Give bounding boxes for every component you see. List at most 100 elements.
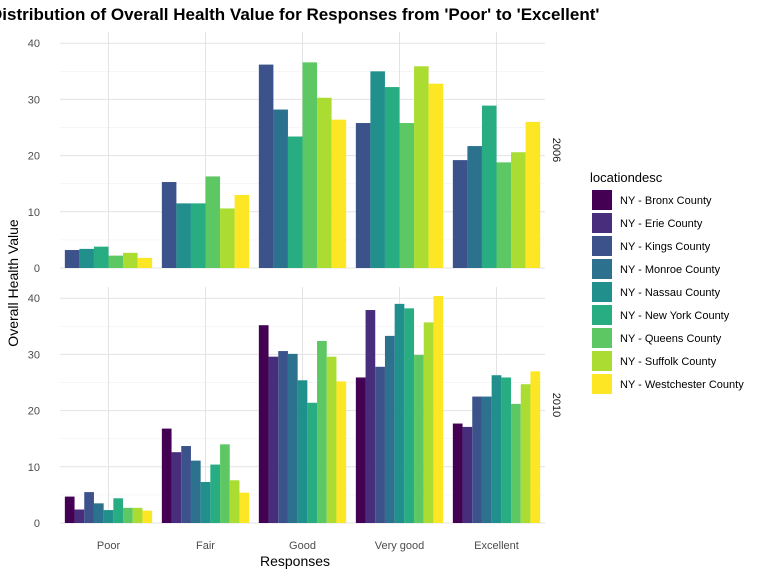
legend-item: NY - Westchester County (592, 374, 744, 394)
bar-2006-fair-suffolk-county (220, 208, 235, 268)
bar-2010-excellent-kings-county (472, 396, 482, 523)
bar-2006-good-new-york-county (287, 136, 303, 268)
bar-2010-excellent-queens-county (511, 403, 521, 523)
legend-swatch (592, 374, 612, 394)
bar-2006-very-good-queens-county (399, 123, 415, 269)
bar-2010-good-monroe-county (287, 353, 298, 523)
legend-item: NY - Erie County (592, 213, 703, 233)
bar-2010-very-good-kings-county (375, 366, 385, 523)
bar-2010-poor-queens-county (123, 507, 133, 523)
bar-2006-fair-westchester-county (234, 194, 250, 268)
bar-2010-very-good-erie-county (365, 310, 376, 523)
bar-2010-good-westchester-county (336, 381, 347, 523)
bar-2006-very-good-new-york-county (384, 87, 400, 268)
legend-item: NY - Suffolk County (592, 351, 717, 371)
bar-2010-very-good-queens-county (414, 354, 424, 523)
bar-2010-poor-kings-county (84, 492, 94, 523)
bar-2006-poor-kings-county (64, 250, 80, 268)
bar-2010-excellent-new-york-county (501, 377, 512, 523)
bar-2010-good-kings-county (278, 351, 288, 523)
x-tick-label: Excellent (474, 540, 519, 552)
bar-2006-fair-new-york-county (190, 203, 206, 268)
y-tick-label: 0 (34, 263, 40, 275)
x-axis-ticks: Poor Fair Good Very good Excellent (97, 540, 519, 552)
legend-title: locationdesc (590, 170, 663, 185)
legend-swatch (592, 259, 612, 279)
y-tick-label: 20 (28, 151, 40, 163)
legend-label: NY - Nassau County (620, 287, 721, 299)
bar-2010-very-good-westchester-county (433, 295, 444, 523)
bar-2010-very-good-nassau-county (394, 303, 405, 523)
bar-2010-excellent-monroe-county (481, 396, 492, 523)
bar-2006-poor-new-york-county (93, 246, 109, 268)
bar-2010-poor-suffolk-county (132, 507, 143, 523)
bar-2010-fair-westchester-county (239, 492, 250, 523)
bar-2006-fair-kings-county (161, 182, 177, 268)
x-tick-label: Poor (97, 540, 121, 552)
bar-2010-good-bronx-county (258, 325, 269, 523)
y-axis-label: Overall Health Value (5, 219, 21, 347)
bar-2006-excellent-westchester-county (525, 121, 541, 269)
bar-2006-fair-nassau-county (176, 203, 191, 268)
bar-2010-very-good-monroe-county (384, 335, 395, 523)
x-tick-label: Good (289, 540, 316, 552)
facet-label-2010: 2010 (550, 393, 562, 417)
y-tick-label: 20 (28, 406, 40, 418)
bar-2010-poor-westchester-county (142, 510, 153, 523)
legend-item: NY - Kings County (592, 236, 711, 256)
panel-2010: 0 10 20 30 40 2010 (28, 287, 562, 530)
bar-2006-poor-suffolk-county (123, 252, 138, 268)
bar-2010-very-good-new-york-county (404, 308, 415, 523)
bar-2010-good-nassau-county (297, 380, 308, 523)
bar-2010-poor-monroe-county (93, 503, 104, 523)
bar-2010-excellent-bronx-county (452, 423, 463, 523)
bar-2010-excellent-erie-county (462, 426, 473, 523)
legend: locationdesc NY - Bronx County NY - Erie … (590, 170, 744, 394)
bar-2006-excellent-queens-county (496, 162, 512, 268)
bar-2010-fair-kings-county (181, 446, 191, 523)
bar-2010-fair-erie-county (171, 452, 182, 523)
y-tick-label: 10 (28, 207, 40, 219)
panel-2006: 0 10 20 30 40 2006 (28, 32, 562, 275)
bar-2006-very-good-suffolk-county (414, 66, 429, 269)
y-tick-label: 40 (28, 293, 40, 305)
legend-label: NY - Erie County (620, 218, 703, 230)
y-tick-label: 10 (28, 462, 40, 474)
bar-2006-excellent-new-york-county (481, 105, 497, 268)
x-axis-label: Responses (260, 553, 330, 569)
bar-2006-good-monroe-county (273, 109, 288, 269)
bar-2010-good-suffolk-county (326, 356, 337, 523)
legend-swatch (592, 213, 612, 233)
legend-label: NY - Monroe County (620, 264, 721, 276)
bar-2010-fair-suffolk-county (229, 480, 240, 523)
bar-2010-poor-nassau-county (103, 510, 114, 523)
bar-2006-poor-westchester-county (137, 257, 153, 268)
legend-label: NY - Kings County (620, 241, 711, 253)
bar-2010-excellent-nassau-county (491, 375, 502, 523)
bar-2010-excellent-suffolk-county (520, 384, 531, 523)
bar-2006-very-good-kings-county (355, 123, 371, 269)
y-tick-label: 0 (34, 518, 40, 530)
legend-label: NY - Bronx County (620, 195, 712, 207)
chart-title: Distribution of Overall Health Value for… (0, 5, 599, 24)
bar-2006-excellent-kings-county (452, 160, 468, 268)
y-tick-label: 30 (28, 94, 40, 106)
bar-2010-poor-bronx-county (64, 496, 75, 523)
legend-item: NY - Nassau County (592, 282, 721, 302)
bar-2006-poor-queens-county (108, 255, 124, 268)
bar-2010-fair-new-york-county (210, 464, 221, 523)
y-tick-label: 30 (28, 349, 40, 361)
legend-swatch (592, 190, 612, 210)
legend-label: NY - Westchester County (620, 379, 744, 391)
legend-swatch (592, 351, 612, 371)
bar-2010-fair-monroe-county (190, 460, 201, 523)
x-tick-label: Very good (375, 540, 425, 552)
y-tick-label: 40 (28, 38, 40, 50)
legend-item: NY - Bronx County (592, 190, 712, 210)
bar-2010-good-erie-county (268, 356, 279, 523)
bar-2006-good-suffolk-county (317, 97, 332, 268)
bar-2006-fair-queens-county (205, 176, 221, 268)
bar-2010-poor-new-york-county (113, 498, 124, 523)
bar-2010-poor-erie-county (74, 509, 85, 523)
